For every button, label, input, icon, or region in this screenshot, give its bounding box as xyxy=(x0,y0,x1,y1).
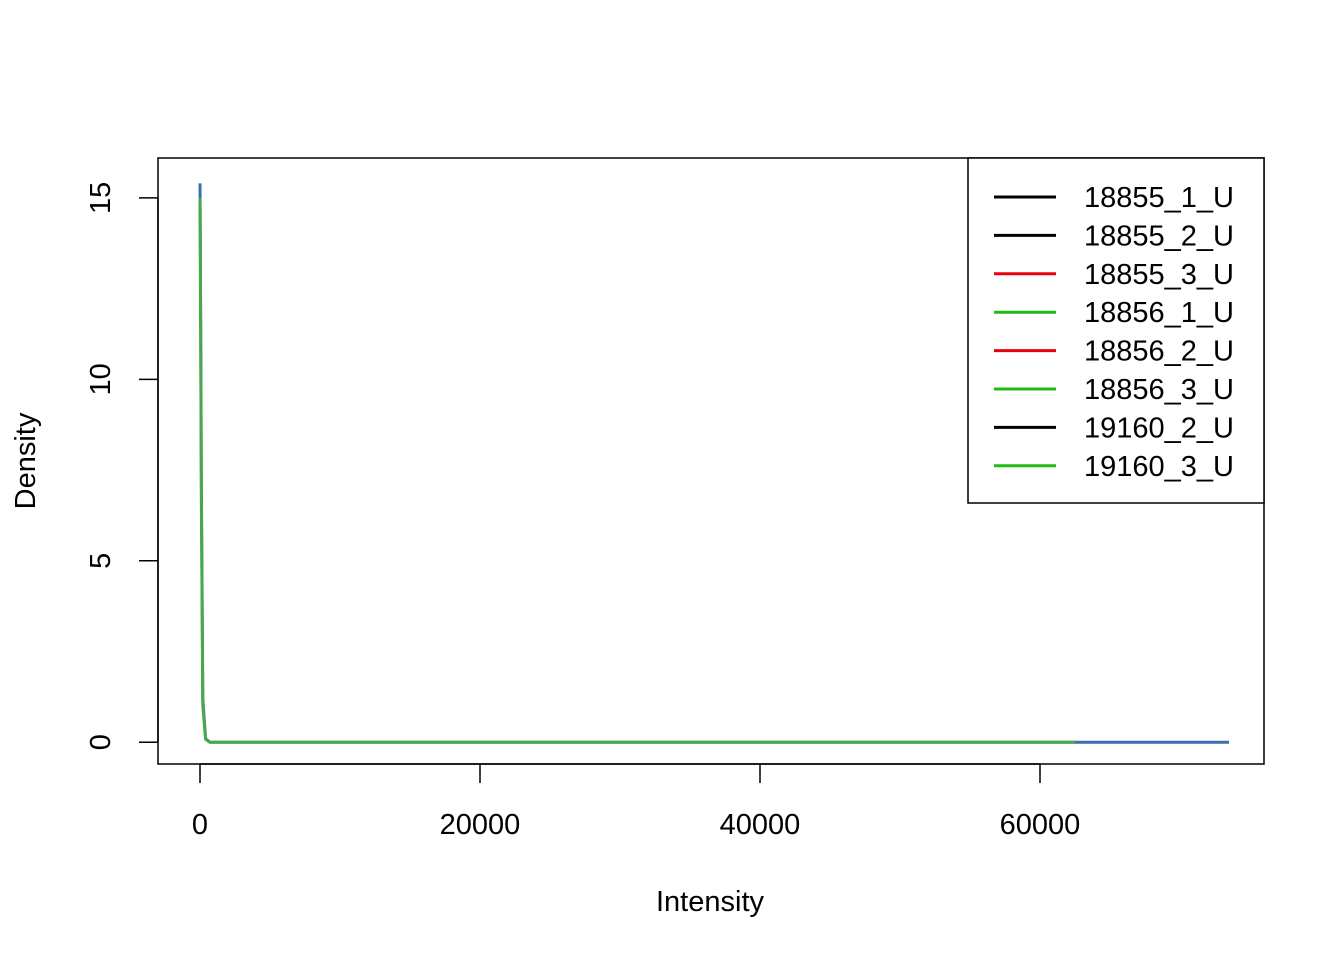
x-tick-label: 20000 xyxy=(440,809,521,841)
legend-label: 19160_2_U xyxy=(1084,412,1234,444)
series-layer xyxy=(198,183,1229,744)
legend-label: 18856_3_U xyxy=(1084,374,1234,406)
x-axis-label: Intensity xyxy=(656,886,764,918)
legend-label: 18855_1_U xyxy=(1084,182,1234,214)
y-tick-label: 0 xyxy=(85,734,117,750)
y-tick-label: 10 xyxy=(85,363,117,395)
legend-label: 18855_3_U xyxy=(1084,259,1234,291)
legend-label: 18856_1_U xyxy=(1084,297,1234,329)
series-line-1 xyxy=(198,197,1075,744)
legend-box xyxy=(967,157,1265,504)
legend-label: 18855_2_U xyxy=(1084,220,1234,252)
x-axis: 0 20000 40000 60000 xyxy=(192,763,1081,841)
legend-label: 18856_2_U xyxy=(1084,336,1234,368)
y-axis: 0 5 10 15 xyxy=(85,182,159,750)
y-axis-label: Density xyxy=(10,412,42,509)
x-tick-label: 40000 xyxy=(720,809,801,841)
x-tick-label: 60000 xyxy=(1000,809,1081,841)
legend-label: 19160_3_U xyxy=(1084,451,1234,483)
y-tick-label: 15 xyxy=(85,182,117,214)
legend: 18855_1_U 18855_2_U 18855_3_U 18856_1_U 1885… xyxy=(967,157,1265,504)
x-tick-label: 0 xyxy=(192,809,208,841)
y-tick-label: 5 xyxy=(85,553,117,569)
